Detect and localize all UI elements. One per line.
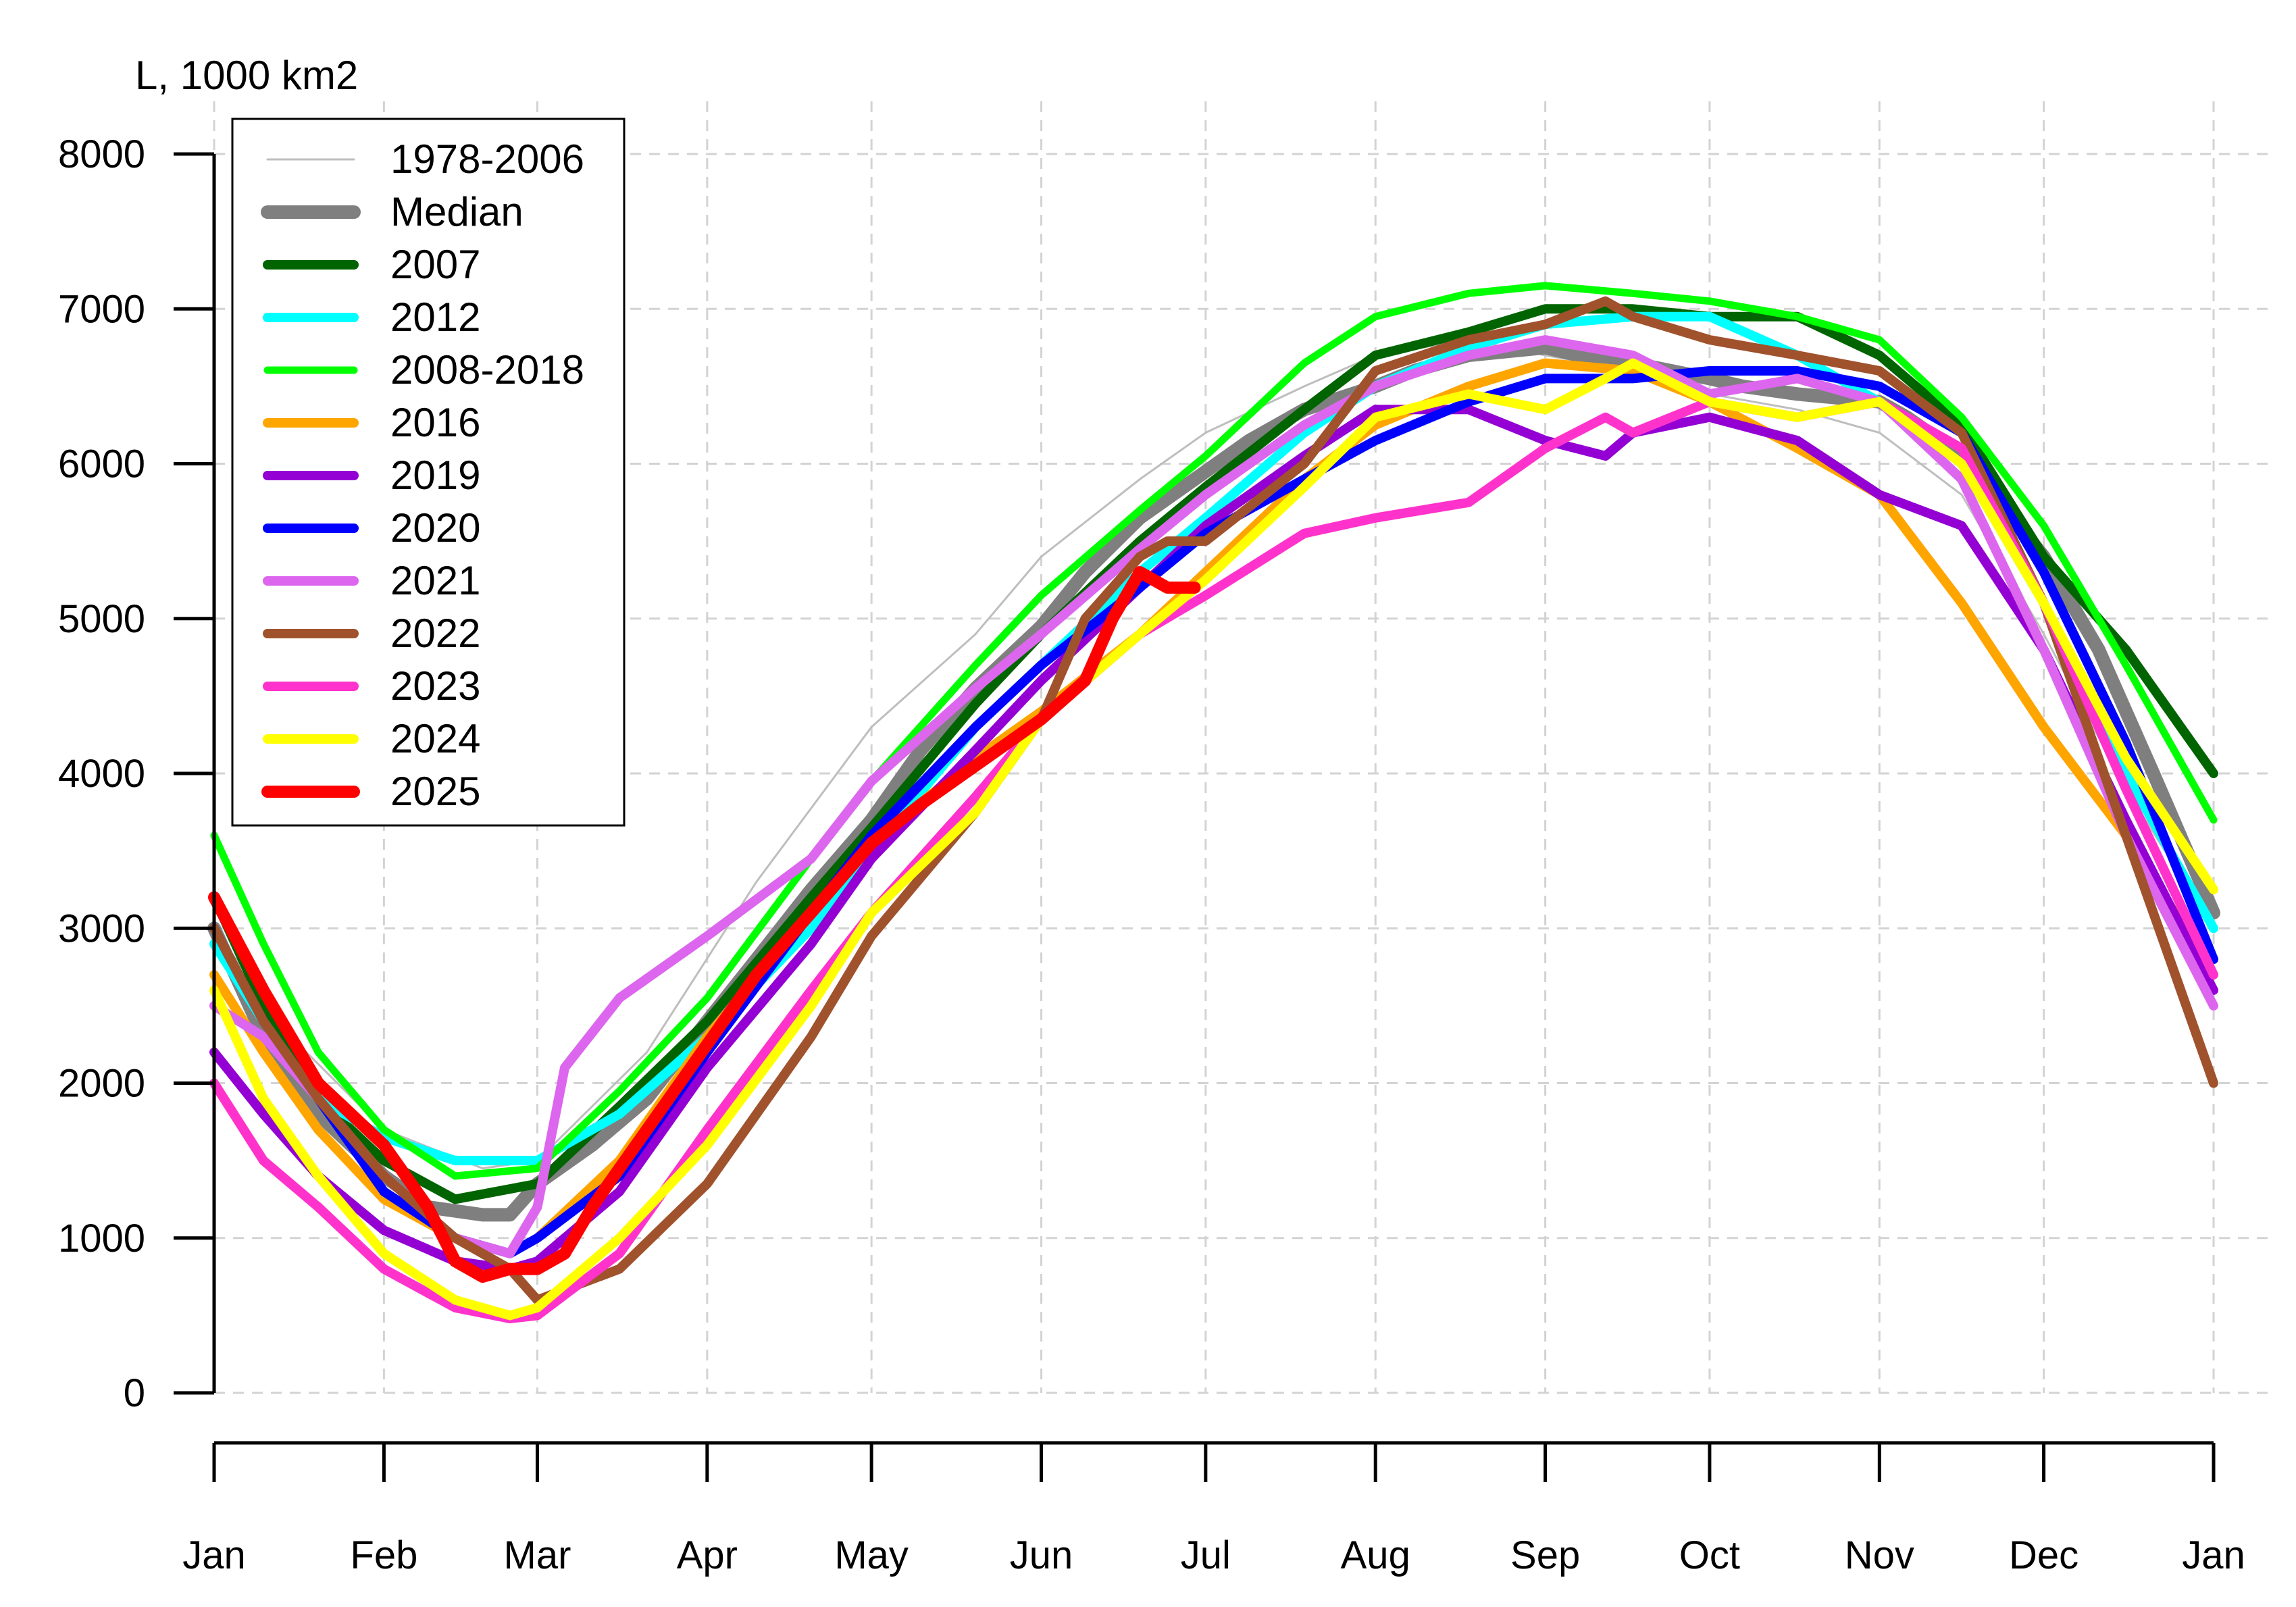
x-tick-label: Dec	[2009, 1533, 2078, 1577]
legend-label: 2016	[390, 400, 480, 445]
legend-label: 2008-2018	[390, 347, 584, 392]
y-tick-label: 2000	[58, 1062, 145, 1106]
series-line-2025	[208, 566, 1201, 1283]
y-tick-label: 0	[124, 1371, 145, 1415]
series-line-2022	[209, 296, 2218, 1305]
legend-label: 2025	[390, 769, 480, 814]
x-tick-label: Jan	[2182, 1533, 2245, 1577]
x-tick-label: Oct	[1679, 1533, 1740, 1577]
y-tick-label: 5000	[58, 597, 145, 641]
y-tick-label: 8000	[58, 132, 145, 176]
series-line-2024	[209, 358, 2218, 1321]
legend-label: 1978-2006	[390, 136, 584, 182]
series-line-2008-2018	[210, 282, 2218, 1180]
x-tick-label: Aug	[1341, 1533, 1410, 1577]
x-tick-label: May	[834, 1533, 909, 1577]
x-tick-label: Jun	[1010, 1533, 1073, 1577]
y-tick-label: 1000	[58, 1217, 145, 1260]
x-tick-label: Mar	[504, 1533, 571, 1577]
legend-label: Median	[390, 189, 524, 234]
series-line-2007	[209, 304, 2218, 1204]
legend-label: 2021	[390, 558, 480, 603]
series-line-2021	[209, 335, 2218, 1258]
x-tick-label: Jan	[182, 1533, 246, 1577]
legend: 1978-2006 Median 2007 2012 2008-2018 2016 2019…	[231, 118, 626, 827]
legend-label: 2012	[390, 295, 480, 340]
legend-label: 2024	[390, 716, 480, 761]
legend-label: 2020	[390, 505, 480, 551]
axes: 0 1000 2000 3000 4000 5000 6000 7000 8000 Jan Feb M…	[58, 132, 2245, 1577]
y-tick-label: 4000	[58, 752, 145, 796]
x-tick-label: Apr	[677, 1533, 738, 1577]
y-tick-label: 7000	[58, 287, 145, 331]
legend-label: 2007	[390, 242, 480, 287]
legend-label: 2019	[390, 453, 480, 498]
x-tick-label: Jul	[1181, 1533, 1231, 1577]
x-tick-label: Feb	[350, 1533, 417, 1577]
x-tick-label: Sep	[1510, 1533, 1580, 1577]
series-lines	[207, 282, 2220, 1323]
y-tick-label: 6000	[58, 442, 145, 486]
legend-label: 2023	[390, 663, 480, 709]
y-tick-label: 3000	[58, 907, 145, 950]
x-tick-label: Nov	[1845, 1533, 1914, 1577]
y-axis-title: L, 1000 km2	[135, 53, 358, 98]
legend-label: 2022	[390, 611, 480, 656]
